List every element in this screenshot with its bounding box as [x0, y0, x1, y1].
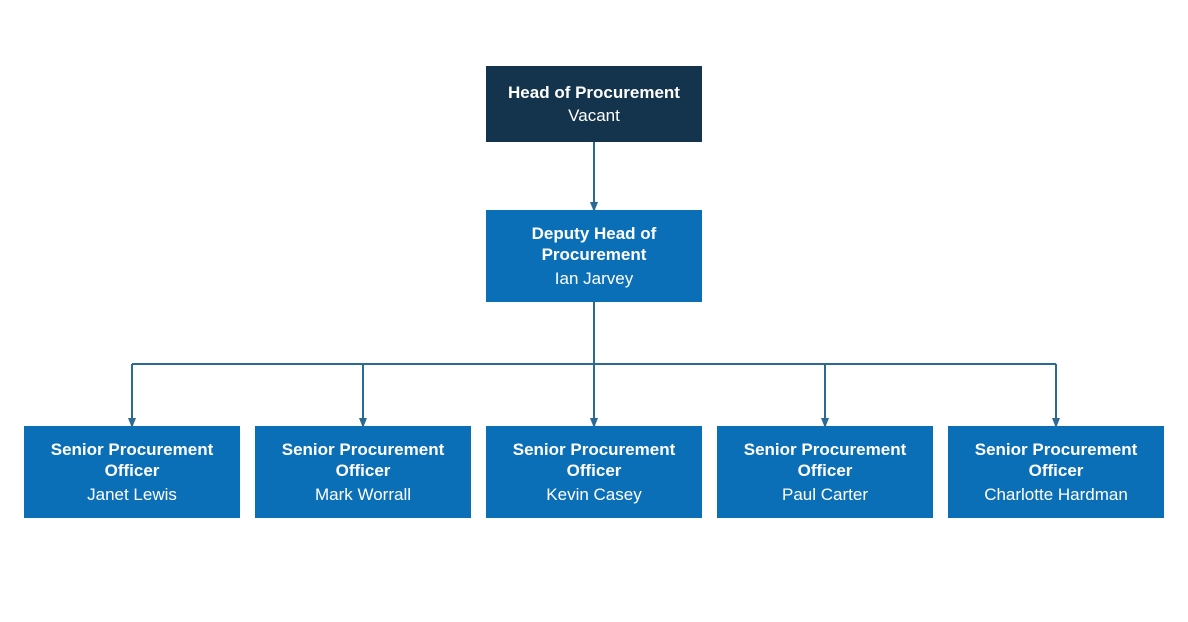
org-node-spo5: Senior ProcurementOfficerCharlotte Hardm…	[948, 426, 1164, 518]
org-node-name: Kevin Casey	[546, 484, 641, 505]
org-node-name: Vacant	[568, 105, 620, 126]
org-node-deputy: Deputy Head ofProcurementIan Jarvey	[486, 210, 702, 302]
org-chart-canvas: Head of ProcurementVacant Deputy Head ofP…	[0, 0, 1188, 622]
org-node-head: Head of ProcurementVacant	[486, 66, 702, 142]
org-node-spo1: Senior ProcurementOfficerJanet Lewis	[24, 426, 240, 518]
org-node-title: Deputy Head ofProcurement	[532, 223, 657, 266]
org-node-name: Charlotte Hardman	[984, 484, 1128, 505]
org-node-title: Senior ProcurementOfficer	[51, 439, 214, 482]
org-node-title: Head of Procurement	[508, 82, 680, 103]
org-node-spo3: Senior ProcurementOfficerKevin Casey	[486, 426, 702, 518]
org-node-name: Mark Worrall	[315, 484, 411, 505]
org-node-title: Senior ProcurementOfficer	[744, 439, 907, 482]
org-node-spo4: Senior ProcurementOfficerPaul Carter	[717, 426, 933, 518]
org-node-name: Paul Carter	[782, 484, 868, 505]
org-node-title: Senior ProcurementOfficer	[282, 439, 445, 482]
org-node-title: Senior ProcurementOfficer	[513, 439, 676, 482]
org-node-name: Ian Jarvey	[555, 268, 633, 289]
org-node-spo2: Senior ProcurementOfficerMark Worrall	[255, 426, 471, 518]
org-node-title: Senior ProcurementOfficer	[975, 439, 1138, 482]
org-node-name: Janet Lewis	[87, 484, 177, 505]
